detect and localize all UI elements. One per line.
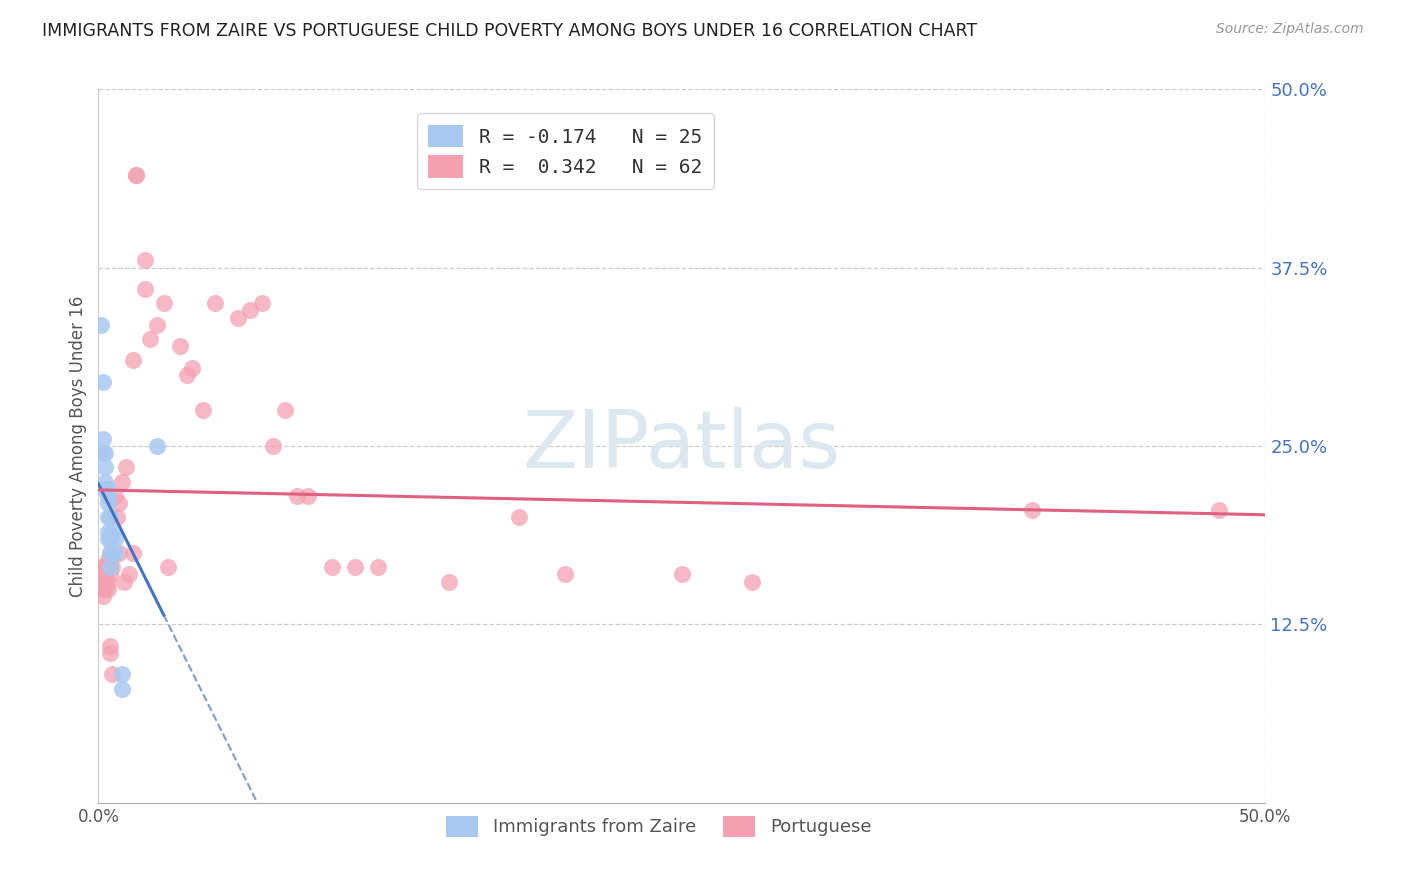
Point — [111, 667, 134, 681]
Point — [97, 510, 120, 524]
Point — [297, 489, 319, 503]
Point — [1021, 503, 1043, 517]
Point — [228, 310, 250, 325]
Point — [91, 574, 114, 589]
Point — [97, 496, 120, 510]
Point — [139, 332, 162, 346]
Point — [125, 168, 148, 182]
Point — [285, 489, 308, 503]
Point — [125, 168, 148, 182]
Point — [98, 560, 121, 574]
Point — [741, 574, 763, 589]
Point — [104, 489, 127, 503]
Text: Source: ZipAtlas.com: Source: ZipAtlas.com — [1216, 22, 1364, 37]
Point — [193, 403, 215, 417]
Point — [105, 510, 128, 524]
Point — [152, 296, 174, 310]
Point — [97, 532, 120, 546]
Point — [274, 403, 297, 417]
Point — [1208, 503, 1230, 517]
Point — [122, 353, 145, 368]
Point — [91, 446, 114, 460]
Point — [204, 296, 226, 310]
Point — [344, 560, 367, 574]
Point — [122, 546, 145, 560]
Point — [91, 375, 114, 389]
Point — [169, 339, 191, 353]
Text: ZIPatlas: ZIPatlas — [523, 407, 841, 485]
Point — [111, 475, 134, 489]
Point — [112, 574, 135, 589]
Point — [101, 667, 124, 681]
Point — [97, 560, 120, 574]
Point — [554, 567, 576, 582]
Point — [321, 560, 343, 574]
Point — [108, 546, 131, 560]
Point — [98, 553, 121, 567]
Point — [134, 253, 156, 268]
Point — [98, 532, 121, 546]
Point — [97, 553, 120, 567]
Point — [104, 546, 127, 560]
Point — [94, 574, 117, 589]
Point — [90, 318, 112, 332]
Point — [98, 510, 121, 524]
Point — [101, 560, 124, 574]
Point — [94, 582, 117, 596]
Point — [101, 524, 124, 539]
Point — [98, 639, 121, 653]
Point — [111, 681, 134, 696]
Point — [262, 439, 284, 453]
Point — [146, 439, 169, 453]
Point — [98, 567, 121, 582]
Point — [91, 582, 114, 596]
Point — [91, 574, 114, 589]
Point — [94, 446, 117, 460]
Point — [437, 574, 460, 589]
Point — [94, 574, 117, 589]
Legend: Immigrants from Zaire, Portuguese: Immigrants from Zaire, Portuguese — [439, 808, 879, 844]
Point — [97, 582, 120, 596]
Point — [101, 546, 124, 560]
Point — [97, 482, 120, 496]
Point — [176, 368, 198, 382]
Point — [508, 510, 530, 524]
Point — [94, 560, 117, 574]
Point — [97, 574, 120, 589]
Point — [134, 282, 156, 296]
Point — [91, 589, 114, 603]
Text: IMMIGRANTS FROM ZAIRE VS PORTUGUESE CHILD POVERTY AMONG BOYS UNDER 16 CORRELATIO: IMMIGRANTS FROM ZAIRE VS PORTUGUESE CHIL… — [42, 22, 977, 40]
Point — [115, 460, 138, 475]
Point — [98, 546, 121, 560]
Point — [94, 460, 117, 475]
Y-axis label: Child Poverty Among Boys Under 16: Child Poverty Among Boys Under 16 — [69, 295, 87, 597]
Point — [239, 303, 262, 318]
Point — [108, 496, 131, 510]
Point — [104, 532, 127, 546]
Point — [97, 524, 120, 539]
Point — [671, 567, 693, 582]
Point — [94, 482, 117, 496]
Point — [98, 646, 121, 660]
Point — [91, 432, 114, 446]
Point — [250, 296, 273, 310]
Point — [180, 360, 202, 375]
Point — [367, 560, 389, 574]
Point — [94, 475, 117, 489]
Point — [97, 489, 120, 503]
Point — [91, 567, 114, 582]
Point — [90, 560, 112, 574]
Point — [157, 560, 180, 574]
Point — [101, 546, 124, 560]
Point — [118, 567, 141, 582]
Point — [146, 318, 169, 332]
Point — [98, 546, 121, 560]
